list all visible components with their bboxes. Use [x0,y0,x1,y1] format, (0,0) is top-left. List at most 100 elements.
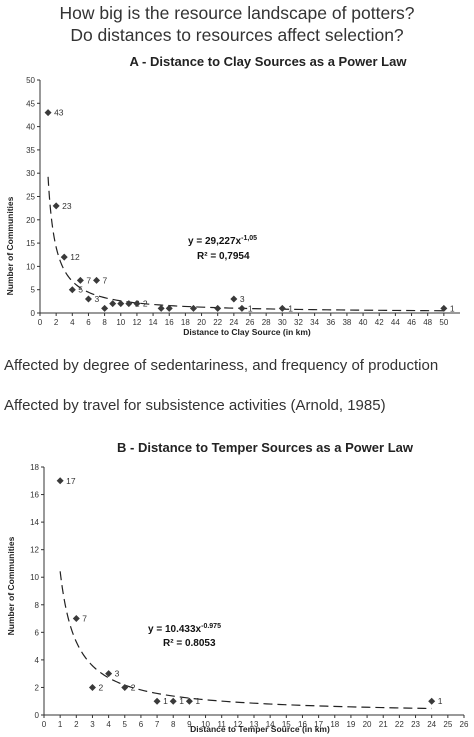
chart-a-x-tick-label: 38 [342,318,351,327]
chart-a-point [238,304,246,312]
chart-a-point [84,295,92,303]
chart-a-x-tick-label: 8 [102,318,107,327]
chart-b-x-tick-label: 6 [139,720,144,729]
chart-b-x-tick-label: 0 [42,720,47,729]
chart-a-y-tick-label: 15 [26,239,35,248]
chart-a-point [278,304,286,312]
heading-line-1: How big is the resource landscape of pot… [59,3,415,23]
chart-b-x-tick-label: 4 [106,720,111,729]
chart-b-y-tick-label: 10 [30,573,39,582]
chart-a-title: A - Distance to Clay Sources as a Power … [130,54,408,69]
chart-a-data-label: 7 [103,275,108,285]
chart-a-y-tick-label: 45 [26,99,35,108]
chart-a-point [93,276,101,284]
chart-a-x-tick-label: 0 [38,318,43,327]
chart-b-data-label: 1 [179,696,184,706]
chart-a-x-tick-label: 6 [86,318,91,327]
chart-b-x-tick-label: 2 [74,720,79,729]
chart-a-x-tick-label: 34 [310,318,319,327]
chart-b-x-tick-label: 18 [330,720,339,729]
chart-a-y-tick-label: 30 [26,169,35,178]
chart-b-x-tick-label: 5 [123,720,128,729]
chart-b-x-tick-label: 20 [363,720,372,729]
chart-a-x-tick-label: 32 [294,318,303,327]
chart-b-data-label: 2 [98,682,103,692]
chart-a-y-tick-label: 0 [31,309,36,318]
chart-a-y-tick-label: 20 [26,216,35,225]
chart-a-x-tick-label: 48 [423,318,432,327]
chart-a-data-label: 1 [288,303,293,313]
chart-a-x-tick-label: 40 [359,318,368,327]
chart-a-point [117,300,125,308]
chart-b-x-tick-label: 1 [58,720,63,729]
chart-a-x-tick-label: 12 [132,318,141,327]
chart-a-r2: R² = 0,7954 [197,251,250,262]
chart-a-x-tick-label: 22 [213,318,222,327]
chart-b-data-label: 3 [115,669,120,679]
chart-a-point [189,304,197,312]
chart-b-data-label: 1 [163,696,168,706]
chart-b-x-tick-label: 7 [155,720,160,729]
chart-b-point [428,697,436,705]
chart-a-x-tick-label: 30 [278,318,287,327]
chart-a-point [44,109,52,117]
chart-a-x-tick-label: 44 [391,318,400,327]
chart-b-point [88,683,96,691]
chart-a-y-tick-label: 40 [26,123,35,132]
chart-b-y-tick-label: 18 [30,463,39,472]
chart-a-y-tick-label: 50 [26,76,35,85]
chart-b-point [72,615,80,623]
chart-a-x-tick-label: 46 [407,318,416,327]
chart-a-data-label: 1 [450,303,455,313]
chart-a-data-label: 5 [78,285,83,295]
chart-b-x-tick-label: 25 [443,720,452,729]
chart-b-x-tick-label: 12 [233,720,242,729]
heading-line-2: Do distances to resources affect selecti… [70,25,404,45]
chart-b-r2: R² = 0.8053 [163,638,216,649]
chart-b-x-tick-label: 21 [379,720,388,729]
chart-b-x-tick-label: 24 [427,720,436,729]
chart-b-x-tick-label: 15 [282,720,291,729]
chart-a-x-tick-label: 14 [149,318,158,327]
chart-b-point [121,683,129,691]
chart-a-x-tick-label: 16 [165,318,174,327]
chart-a-data-label: 7 [86,275,91,285]
chart-a-x-tick-label: 4 [70,318,75,327]
chart-b-point [153,697,161,705]
chart-b-data-label: 2 [131,682,136,692]
chart-b-y-tick-label: 8 [35,601,40,610]
chart-b-x-tick-label: 17 [314,720,323,729]
chart-a-x-tick-label: 2 [54,318,59,327]
chart-a-y-tick-label: 10 [26,262,35,271]
chart-b-point [169,697,177,705]
chart-b-x-tick-label: 13 [250,720,259,729]
chart-b-data-label: 1 [195,696,200,706]
chart-a-point [125,300,133,308]
chart-a-x-tick-label: 42 [375,318,384,327]
chart-a-point [214,304,222,312]
chart-a-xlabel: Distance to Clay Source (in km) [183,327,311,337]
chart-a-x-tick-label: 18 [181,318,190,327]
chart-b-y-tick-label: 16 [30,491,39,500]
chart-a-data-label: 12 [70,252,80,262]
chart-a-data-label: 3 [240,294,245,304]
chart-b-title: B - Distance to Temper Sources as a Powe… [117,440,414,455]
chart-a-point [76,276,84,284]
chart-b-data-label: 17 [66,476,76,486]
chart-b-x-tick-label: 14 [266,720,275,729]
chart-a-x-tick-label: 36 [326,318,335,327]
chart-a-point [60,253,68,261]
chart-b-point [105,670,113,678]
chart-a-point [440,304,448,312]
chart-a-data-label: 2 [143,299,148,309]
chart-b-xlabel: Distance to Temper Source (in km) [190,724,330,734]
chart-a-x-tick-label: 50 [439,318,448,327]
chart-a-data-label: 1 [248,303,253,313]
chart-b-point [56,477,64,485]
chart-b-y-tick-label: 0 [35,711,40,720]
chart-a-y-tick-label: 25 [26,193,35,202]
chart-b-y-tick-label: 14 [30,518,39,527]
chart-b-x-tick-label: 16 [298,720,307,729]
chart-b-point [185,697,193,705]
chart-a-y-tick-label: 35 [26,146,35,155]
